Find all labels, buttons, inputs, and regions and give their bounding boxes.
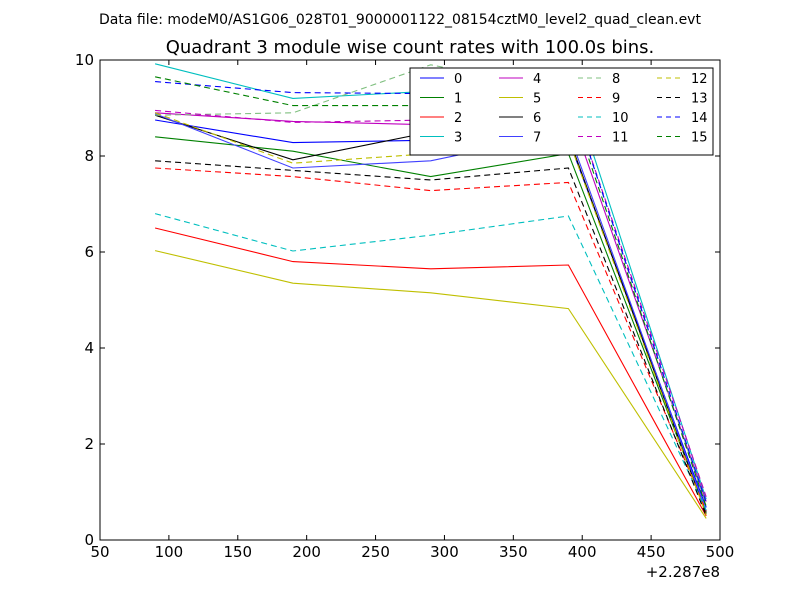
legend-label-1: 1 — [454, 92, 462, 107]
series-line-5 — [154, 250, 707, 519]
series-line-7 — [154, 113, 707, 512]
legend-label-11: 11 — [612, 131, 629, 146]
x-tick-label: 450 — [637, 543, 666, 561]
x-tick-label: 50 — [90, 543, 109, 561]
x-tick-label: 300 — [430, 543, 459, 561]
legend-label-15: 15 — [691, 131, 708, 146]
legend-label-6: 6 — [533, 111, 541, 126]
legend-label-10: 10 — [612, 111, 629, 126]
series-line-11 — [155, 90, 707, 497]
series-line-1 — [155, 136, 707, 513]
series-line-13 — [155, 160, 707, 517]
chart-suptitle: Data file: modeM0/AS1G06_028T01_90000011… — [99, 12, 701, 28]
legend-label-4: 4 — [533, 72, 541, 87]
plot-frame — [99, 59, 721, 541]
y-tick-label: 8 — [84, 147, 94, 165]
legend-box — [409, 67, 714, 156]
legend-label-5: 5 — [533, 92, 541, 107]
legend-label-12: 12 — [691, 72, 708, 87]
legend-label-0: 0 — [454, 72, 462, 87]
x-tick-label: 150 — [223, 543, 252, 561]
legend-label-8: 8 — [612, 72, 620, 87]
series-line-10 — [154, 213, 707, 511]
x-offset-label: +2.287e8 — [646, 563, 720, 581]
y-tick-label: 10 — [75, 51, 94, 69]
legend-label-3: 3 — [454, 131, 462, 146]
x-tick-label: 350 — [499, 543, 528, 561]
legend-label-7: 7 — [533, 131, 541, 146]
x-tick-label: 250 — [361, 543, 390, 561]
legend-label-2: 2 — [454, 111, 462, 126]
legend-label-9: 9 — [612, 92, 620, 107]
y-tick-label: 0 — [84, 531, 94, 549]
y-tick-label: 6 — [84, 243, 94, 261]
series-line-8 — [155, 64, 707, 506]
series-line-9 — [155, 167, 707, 512]
x-tick-label: 200 — [292, 543, 321, 561]
x-tick-label: 500 — [706, 543, 735, 561]
legend-label-13: 13 — [691, 92, 708, 107]
y-tick-label: 4 — [84, 339, 94, 357]
chart-title: Quadrant 3 module wise count rates with … — [166, 37, 655, 58]
series-line-2 — [154, 227, 707, 517]
legend-label-14: 14 — [691, 111, 708, 126]
x-tick-label: 100 — [155, 543, 184, 561]
x-tick-label: 400 — [568, 543, 597, 561]
series-line-14 — [155, 81, 707, 503]
y-tick-label: 2 — [84, 435, 94, 453]
series-line-15 — [154, 76, 707, 507]
